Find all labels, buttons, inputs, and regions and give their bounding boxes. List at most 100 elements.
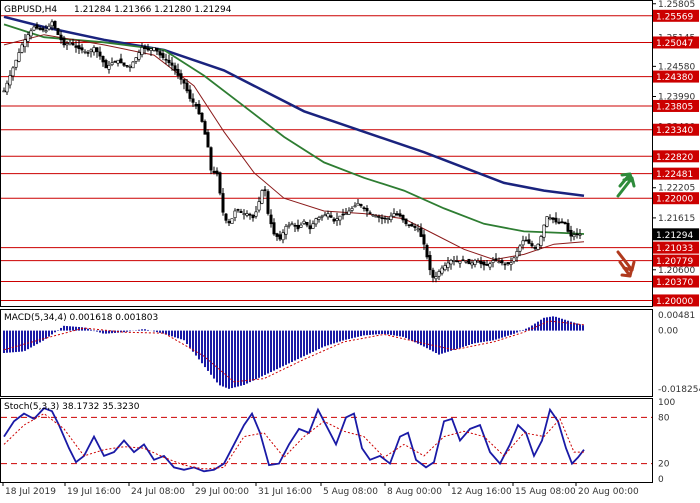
macd-bar (372, 331, 374, 335)
candle-body (513, 258, 515, 262)
candle-body (90, 50, 92, 52)
macd-bar (288, 331, 290, 364)
candle-body (93, 47, 95, 52)
macd-bar (72, 327, 74, 331)
candle-body (273, 223, 275, 234)
candle-body (381, 218, 383, 219)
macd-bar (63, 326, 65, 331)
time-tick-label: 29 Jul 00:00 (195, 487, 249, 497)
candle-body (210, 148, 212, 171)
time-tick-label: 18 Jul 2019 (5, 487, 56, 497)
macd-bar (12, 331, 14, 353)
candle-body (471, 263, 473, 265)
candle-body (516, 251, 518, 257)
candle-body (579, 234, 581, 235)
candle-body (537, 244, 539, 249)
candle-body (48, 26, 50, 29)
macd-bar (24, 331, 26, 351)
candle-body (225, 214, 227, 220)
candle-body (492, 261, 494, 263)
macd-bar (561, 319, 563, 331)
macd-bar (393, 331, 395, 336)
candle-body (570, 230, 572, 236)
candle-body (168, 60, 170, 63)
macd-bar (33, 331, 35, 346)
candle-body (30, 31, 32, 36)
macd-title: MACD(5,34,4) 0.001618 0.001803 (4, 313, 158, 323)
candle-body (408, 225, 410, 226)
macd-bar (96, 331, 98, 332)
candle-body (462, 260, 464, 261)
candle-body (378, 216, 380, 217)
candle-body (555, 218, 557, 222)
macd-bar (324, 331, 326, 347)
macd-bar (399, 331, 401, 337)
candle-body (267, 191, 269, 213)
macd-bar (39, 331, 41, 343)
macd-bar (273, 331, 275, 371)
candle-body (222, 193, 224, 212)
candle-body (399, 214, 401, 216)
candle-body (153, 47, 155, 50)
candle-body (531, 243, 533, 245)
candle-body (186, 83, 188, 91)
macd-bar (339, 331, 341, 342)
level-label: 1.21033 (656, 244, 693, 254)
macd-bar (405, 331, 407, 338)
macd-bar (261, 331, 263, 377)
time-tick-label: 19 Jul 16:00 (67, 487, 121, 497)
macd-bar (336, 331, 338, 343)
candle-body (519, 246, 521, 251)
macd-bar (360, 331, 362, 337)
candle-body (486, 264, 488, 265)
candle-body (348, 211, 350, 214)
macd-bar (216, 331, 218, 383)
candle-body (342, 214, 344, 215)
candle-body (117, 60, 119, 63)
candle-body (192, 99, 194, 103)
candle-body (441, 268, 443, 273)
candle-body (453, 260, 455, 261)
macd-bar (468, 331, 470, 345)
macd-bar (192, 331, 194, 352)
macd-bar (249, 331, 251, 383)
macd-bar (429, 331, 431, 350)
candle-body (402, 215, 404, 220)
candle-body (156, 48, 158, 51)
macd-bar (414, 331, 416, 343)
macd-bar (186, 331, 188, 344)
candle-body (234, 211, 236, 218)
macd-bar (171, 331, 173, 337)
macd-bar (138, 330, 140, 331)
time-tick-label: 31 Jul 16:00 (258, 487, 312, 497)
candle-body (129, 66, 131, 67)
macd-bar (537, 322, 539, 331)
candle-body (339, 216, 341, 220)
macd-bar (144, 329, 146, 330)
candle-body (189, 90, 191, 99)
candle-body (576, 234, 578, 235)
candle-body (57, 28, 59, 34)
macd-bar (183, 331, 185, 341)
macd-bar (309, 331, 311, 354)
candle-body (561, 222, 563, 223)
candle-body (360, 204, 362, 206)
macd-bar (354, 331, 356, 338)
macd-bar (558, 318, 560, 331)
candle-body (393, 214, 395, 217)
candle-body (45, 31, 47, 32)
macd-bar (267, 331, 269, 374)
macd-bar (501, 331, 503, 338)
candle-body (246, 214, 248, 216)
candle-body (102, 56, 104, 62)
macd-bar (369, 331, 371, 335)
candle-body (297, 225, 299, 229)
candle-body (237, 209, 239, 210)
macd-bar (228, 331, 230, 389)
macd-bar (480, 331, 482, 343)
candle-body (558, 222, 560, 223)
candle-body (105, 60, 107, 67)
candle-body (396, 214, 398, 215)
level-label: 1.20000 (656, 297, 693, 307)
